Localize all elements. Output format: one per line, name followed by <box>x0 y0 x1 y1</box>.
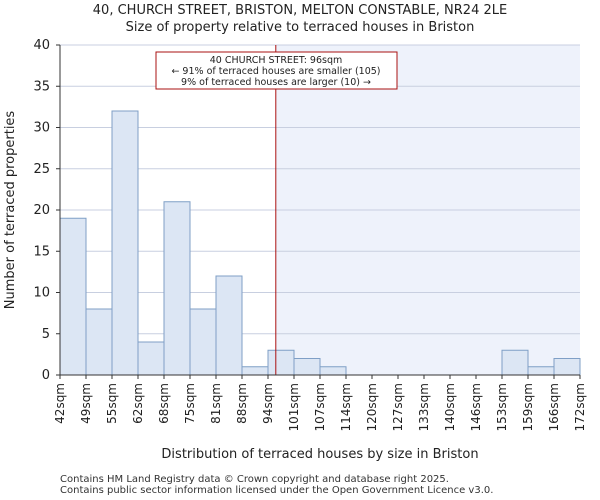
y-tick-label: 40 <box>33 38 50 53</box>
x-tick-label: 166sqm <box>547 383 561 431</box>
bar-55sqm <box>111 110 139 376</box>
annotation-line-2: ← 91% of terraced houses are smaller (10… <box>171 66 380 77</box>
x-tick-label: 42sqm <box>53 383 67 424</box>
bar-62sqm <box>137 341 165 376</box>
annotation-line-1: 40 CHURCH STREET: 96sqm <box>210 55 343 66</box>
bar-81sqm <box>215 275 243 376</box>
bar-107sqm <box>319 366 347 376</box>
x-tick-label: 172sqm <box>573 383 587 431</box>
x-tick-label: 146sqm <box>469 383 483 431</box>
x-tick-label: 88sqm <box>235 383 249 424</box>
x-tick-label: 114sqm <box>339 383 353 431</box>
bar-75sqm <box>189 308 217 376</box>
bar-88sqm <box>241 366 269 376</box>
x-tick-label: 127sqm <box>391 383 405 431</box>
x-tick-label: 81sqm <box>209 383 223 424</box>
annotation-box <box>155 51 398 90</box>
y-tick-label: 5 <box>42 327 50 342</box>
x-tick-label: 140sqm <box>443 383 457 431</box>
x-tick-label: 159sqm <box>521 383 535 431</box>
y-tick-label: 25 <box>33 162 50 177</box>
chart-subtitle: Size of property relative to terraced ho… <box>125 20 475 35</box>
annotation-line-3: 9% of terraced houses are larger (10) → <box>181 77 371 88</box>
bar-101sqm <box>293 358 321 376</box>
x-tick-label: 68sqm <box>157 383 171 424</box>
x-tick-label: 101sqm <box>287 383 301 431</box>
bar-42sqm <box>59 217 87 376</box>
y-axis-label: Number of terraced properties <box>3 111 18 310</box>
x-tick-label: 75sqm <box>183 383 197 424</box>
x-tick-label: 55sqm <box>105 383 119 424</box>
bar-153sqm <box>501 349 529 376</box>
y-tick-label: 35 <box>33 79 50 94</box>
bar-49sqm <box>85 308 113 376</box>
y-tick-label: 10 <box>33 286 50 301</box>
y-tick-label: 0 <box>42 368 50 383</box>
x-tick-label: 153sqm <box>495 383 509 431</box>
chart-title: 40, CHURCH STREET, BRISTON, MELTON CONST… <box>92 3 508 18</box>
x-axis-label: Distribution of terraced houses by size … <box>161 447 478 462</box>
bar-166sqm <box>553 358 581 376</box>
x-tick-label: 49sqm <box>79 383 93 424</box>
bar-159sqm <box>527 366 555 376</box>
y-tick-label: 20 <box>33 203 50 218</box>
footer-line-1: Contains HM Land Registry data © Crown c… <box>60 474 449 485</box>
y-tick-label: 30 <box>33 121 50 136</box>
x-tick-label: 107sqm <box>313 383 327 431</box>
bar-94sqm <box>267 349 295 376</box>
bar-68sqm <box>163 201 191 376</box>
x-tick-label: 62sqm <box>131 383 145 424</box>
x-tick-label: 94sqm <box>261 383 275 424</box>
footer-line-2: Contains public sector information licen… <box>60 485 494 496</box>
y-tick-label: 15 <box>33 244 50 259</box>
x-tick-label: 133sqm <box>417 383 431 431</box>
x-tick-label: 120sqm <box>365 383 379 431</box>
